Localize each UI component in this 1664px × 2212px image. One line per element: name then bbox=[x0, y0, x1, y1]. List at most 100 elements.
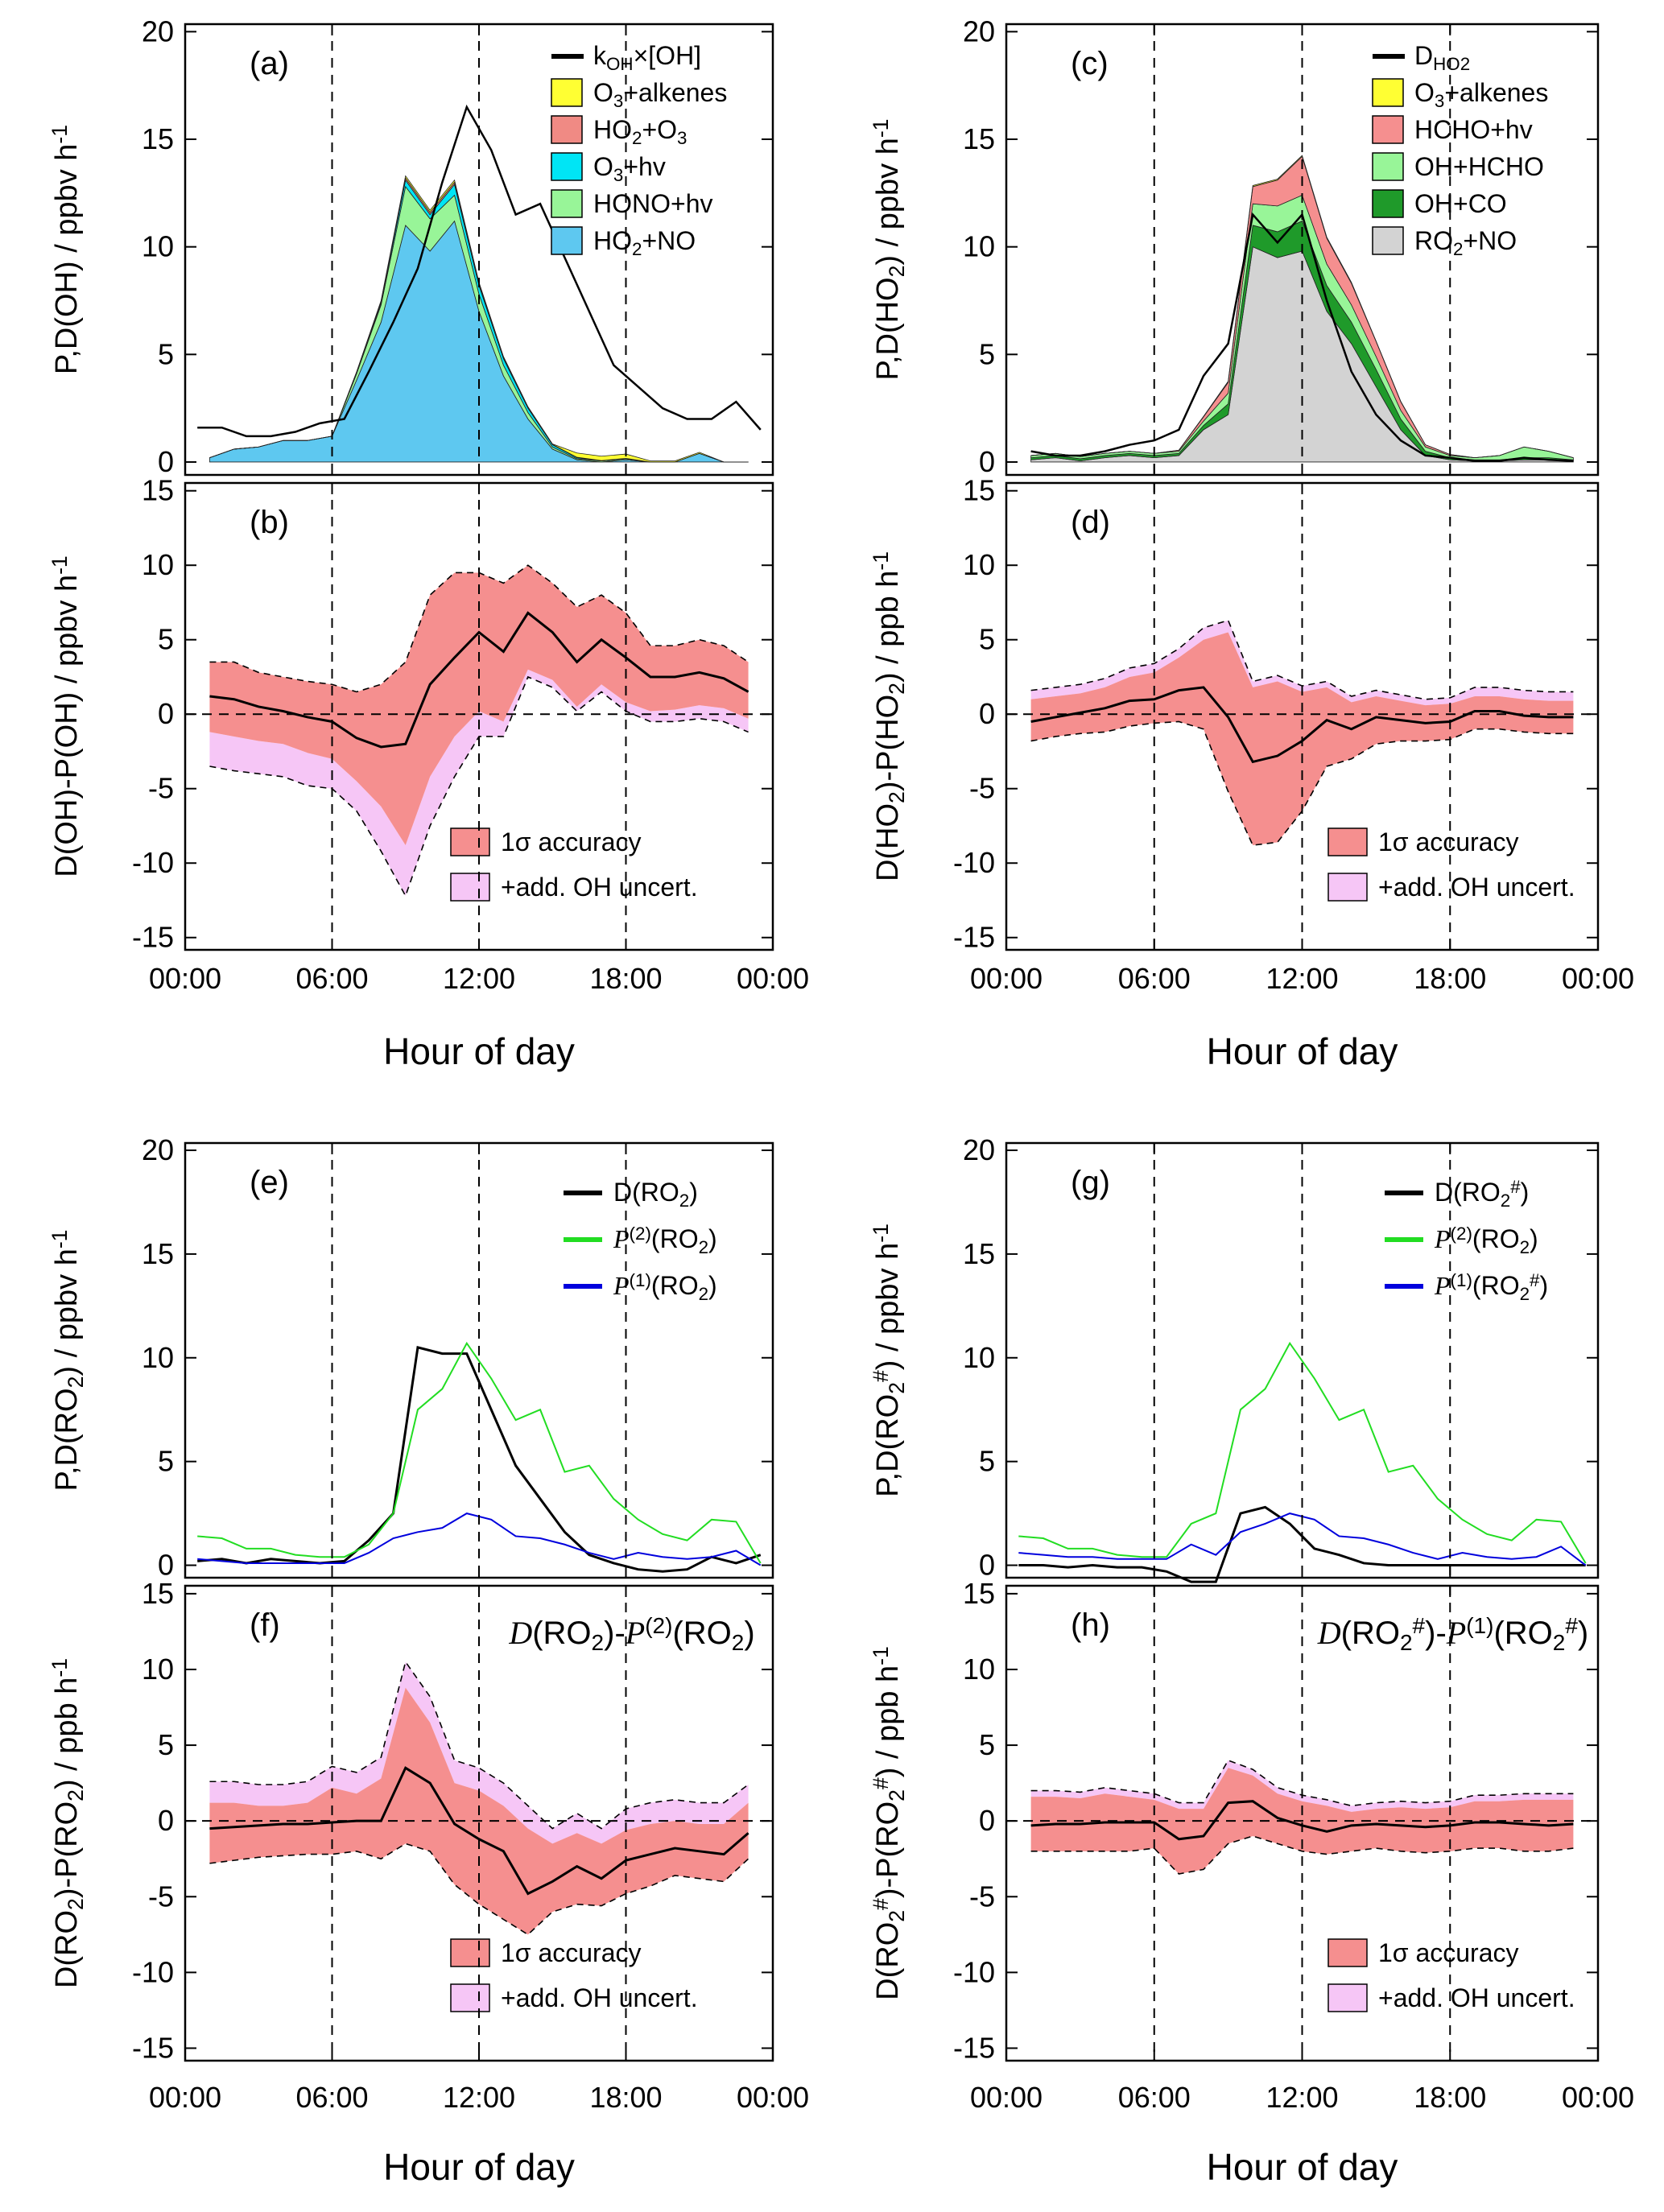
legend-swatch-hono_hv bbox=[551, 189, 583, 218]
y-tick-label: 20 bbox=[963, 1133, 995, 1166]
y-tick-label: -15 bbox=[132, 2031, 174, 2064]
y-axis-label: D(RO2#)-P(RO2#) / ppb h-1 bbox=[869, 1646, 909, 2000]
legend-label: 1σ accuracy bbox=[1378, 1938, 1518, 1967]
series-line-p2 bbox=[197, 1341, 762, 1564]
y-axis-label: P,D(HO2) / ppbv h-1 bbox=[869, 119, 909, 381]
legend-label-p1: P(1)(RO2#) bbox=[1434, 1270, 1548, 1303]
mean-line bbox=[209, 611, 749, 749]
y-tick-label: 0 bbox=[979, 697, 995, 730]
uncertainty-edge bbox=[209, 675, 749, 898]
y-tick-label: -5 bbox=[148, 772, 174, 805]
panel-annotation: D(RO2#)-P(1)(RO2#) bbox=[1317, 1613, 1589, 1655]
legend-swatch-ro2_no bbox=[1372, 226, 1404, 255]
y-tick-label: 10 bbox=[963, 1341, 995, 1374]
panel-label: (a) bbox=[250, 46, 289, 81]
y-tick-label: 15 bbox=[963, 122, 995, 155]
legend-label-p1: P(1)(RO2) bbox=[613, 1270, 717, 1303]
y-tick-label: 0 bbox=[158, 1804, 174, 1837]
accuracy-edge bbox=[209, 1843, 749, 1936]
x-tick-label: 00:00 bbox=[149, 962, 221, 995]
x-axis-title: Hour of day bbox=[1207, 2146, 1398, 2188]
y-tick-label: -10 bbox=[953, 1955, 995, 1988]
x-tick-label: 18:00 bbox=[1414, 962, 1486, 995]
x-tick-label: 00:00 bbox=[737, 962, 809, 995]
x-tick-label: 00:00 bbox=[737, 2081, 809, 2114]
legend-label-hcho_hv: HCHO+hv bbox=[1414, 115, 1533, 144]
y-tick-label: 5 bbox=[158, 1728, 174, 1761]
legend-label-o3_alkenes: O3+alkenes bbox=[593, 78, 727, 111]
x-axis-title: Hour of day bbox=[383, 2146, 575, 2188]
legend-label-d: D(RO2#) bbox=[1435, 1177, 1529, 1210]
legend-label-oh_hcho: OH+HCHO bbox=[1414, 152, 1544, 181]
legend-swatch-ho2_no bbox=[551, 226, 583, 255]
y-tick-label: 10 bbox=[142, 1653, 174, 1686]
legend-label-oh_co: OH+CO bbox=[1414, 189, 1507, 218]
y-tick-label: 15 bbox=[963, 1577, 995, 1610]
x-axis-title: Hour of day bbox=[1207, 1030, 1398, 1072]
legend-label-koh: kOH×[OH] bbox=[593, 41, 701, 74]
panel-annotation: D(RO2)-P(2)(RO2) bbox=[508, 1613, 754, 1655]
y-tick-label: -10 bbox=[132, 1955, 174, 1988]
panel-a: 0 5 10 15 20 kOH×[OH] O3+alkenes HO2+O3 O3+hv HON… bbox=[47, 14, 774, 478]
y-tick-label: 5 bbox=[979, 337, 995, 370]
panel-label: (e) bbox=[250, 1165, 289, 1200]
y-tick-label: 10 bbox=[142, 548, 174, 581]
legend-label: 1σ accuracy bbox=[501, 827, 641, 856]
x-tick-label: 18:00 bbox=[1414, 2081, 1486, 2114]
x-tick-label: 06:00 bbox=[295, 962, 368, 995]
legend-swatch-oh_uncert bbox=[450, 873, 490, 902]
x-tick-label: 06:00 bbox=[1118, 2081, 1191, 2114]
y-tick-label: 0 bbox=[979, 1804, 995, 1837]
legend-swatch-o3_hv bbox=[551, 152, 583, 181]
panel-label: (c) bbox=[1071, 46, 1109, 81]
y-tick-label: 0 bbox=[158, 697, 174, 730]
legend-swatch-ho2_o3 bbox=[551, 115, 583, 144]
legend-swatch-oh_uncert bbox=[450, 1983, 490, 2012]
panel-label: (f) bbox=[250, 1607, 280, 1643]
y-tick-label: 5 bbox=[979, 623, 995, 656]
panel-label: (g) bbox=[1071, 1165, 1110, 1200]
mean-line bbox=[209, 1766, 749, 1896]
y-tick-label: -15 bbox=[953, 921, 995, 954]
panel-label: (d) bbox=[1071, 505, 1110, 540]
legend-swatch-accuracy bbox=[450, 1938, 490, 1967]
legend-label-o3_alkenes: O3+alkenes bbox=[1414, 78, 1548, 111]
y-tick-label: 0 bbox=[158, 445, 174, 478]
oh-uncertainty-band bbox=[1030, 1760, 1574, 1812]
legend-label-ho2_no: HO2+NO bbox=[593, 226, 696, 259]
legend-label-o3_hv: O3+hv bbox=[593, 152, 666, 185]
y-tick-label: 5 bbox=[979, 1445, 995, 1478]
y-tick-label: 5 bbox=[979, 1728, 995, 1761]
area-ho2_no bbox=[209, 220, 749, 463]
x-tick-label: 00:00 bbox=[1562, 2081, 1634, 2114]
legend-swatch-accuracy bbox=[1327, 827, 1368, 856]
legend-label: +add. OH uncert. bbox=[501, 873, 698, 902]
legend-swatch-hcho_hv bbox=[1372, 115, 1404, 144]
y-tick-label: 10 bbox=[142, 1341, 174, 1374]
y-axis-label: D(RO2)-P(RO2) / ppb h-1 bbox=[47, 1658, 88, 1988]
x-tick-label: 00:00 bbox=[1562, 962, 1634, 995]
legend-label-hono_hv: HONO+hv bbox=[593, 189, 712, 218]
y-tick-label: -5 bbox=[969, 1880, 995, 1913]
y-tick-label: 20 bbox=[142, 14, 174, 47]
panel-c: 0 5 10 15 20 DHO2 O3+alkenes HCHO+hv OH+HCHO OH+C… bbox=[869, 14, 1600, 478]
accuracy-edge bbox=[1030, 1835, 1574, 1875]
y-tick-label: 10 bbox=[963, 1653, 995, 1686]
panel-h: 1σ accuracy +add. OH uncert. D(RO2#)-P(1)(… bbox=[869, 1577, 1634, 2188]
y-tick-label: 10 bbox=[142, 230, 174, 263]
y-tick-label: 10 bbox=[963, 548, 995, 581]
panel-g: D(RO2#) P(2)(RO2) P(1)(RO2#) 0 5 10 15 20 (g) P,D… bbox=[869, 1133, 1600, 1583]
legend-label-dho2: DHO2 bbox=[1414, 41, 1470, 74]
panel-f: 1σ accuracy +add. OH uncert. D(RO2)-P(2)(R… bbox=[47, 1577, 809, 2188]
panel-label: (b) bbox=[250, 505, 289, 540]
panel-b: 1σ accuracy +add. OH uncert. -15 -10 -5 0 5 10 1… bbox=[47, 474, 809, 1072]
legend-label: +add. OH uncert. bbox=[1378, 1983, 1575, 2012]
panel-d: 1σ accuracy +add. OH uncert. -15 -10 -5 0 5 10 1… bbox=[869, 474, 1634, 1072]
uncertainty-edge bbox=[209, 1660, 749, 1830]
series-line-p2 bbox=[1018, 1341, 1587, 1564]
y-tick-label: 20 bbox=[142, 1133, 174, 1166]
x-tick-label: 00:00 bbox=[970, 962, 1043, 995]
y-tick-label: 15 bbox=[142, 1577, 174, 1610]
y-tick-label: 15 bbox=[142, 474, 174, 507]
x-tick-label: 18:00 bbox=[589, 962, 662, 995]
